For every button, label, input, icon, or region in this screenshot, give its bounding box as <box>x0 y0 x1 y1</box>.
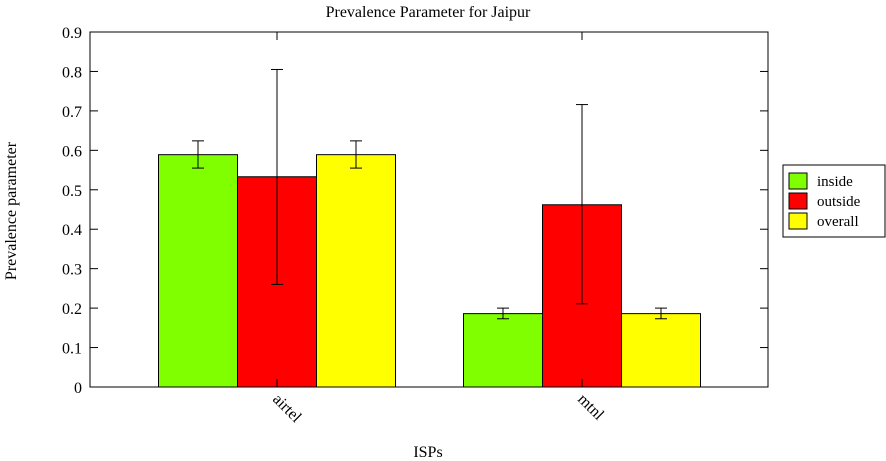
bar-overall-airtel <box>316 154 396 388</box>
y-tick-label: 0.3 <box>62 262 82 279</box>
y-tick-label: 0.2 <box>62 301 82 318</box>
y-tick-label: 0.6 <box>62 143 82 160</box>
plot-frame <box>89 31 769 388</box>
y-tick-label: 0.7 <box>62 104 82 121</box>
legend-label-outside: outside <box>817 194 861 210</box>
bar-inside-mtnl <box>463 313 543 388</box>
y-tick-label: 0.8 <box>62 64 82 81</box>
legend-swatch-inside <box>788 172 808 190</box>
legend-swatch-overall <box>788 212 808 230</box>
y-tick-label: 0.1 <box>62 341 82 358</box>
legend-swatch-outside <box>788 192 808 210</box>
x-axis-label: ISPs <box>413 444 442 461</box>
legend: inside outside overall <box>782 164 886 238</box>
bar-inside-airtel <box>158 154 238 388</box>
y-tick-label: 0.5 <box>62 183 82 200</box>
legend-label-overall: overall <box>817 214 859 230</box>
y-tick-label: 0 <box>74 380 82 397</box>
y-tick-label: 0.4 <box>62 222 82 239</box>
plot-area: 0 0.1 0.2 0.3 0.4 0.5 0.6 0.7 0.8 0.9 airtel mtnl <box>62 25 769 427</box>
chart-title: Prevalence Parameter for Jaipur <box>326 4 531 21</box>
legend-label-inside: inside <box>817 174 853 190</box>
x-tick-label-mtnl: mtnl <box>574 391 607 424</box>
y-axis-label: Prevalence parameter <box>3 141 20 280</box>
x-tick-label-airtel: airtel <box>269 391 305 427</box>
y-tick-label: 0.9 <box>62 25 82 42</box>
bar-overall-mtnl <box>621 313 701 388</box>
